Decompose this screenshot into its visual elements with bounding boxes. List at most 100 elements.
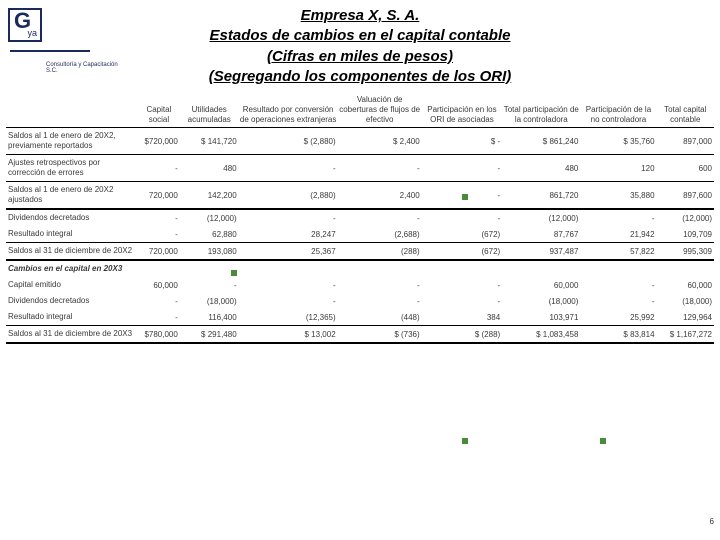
section-label: Cambios en el capital en 20X3 [6, 260, 714, 277]
cell: - [422, 209, 503, 226]
col-header-total-controladora: Total participación de la controladora [502, 93, 580, 128]
cell: $ 861,240 [502, 128, 580, 155]
cell: 897,600 [657, 182, 714, 210]
cell: - [138, 226, 180, 243]
cell: 937,487 [502, 243, 580, 261]
cell: 21,942 [580, 226, 656, 243]
cell: (12,365) [239, 309, 338, 326]
cell: (2,880) [239, 182, 338, 210]
cell: - [580, 293, 656, 309]
annotation-mark-icon [462, 438, 468, 444]
cell: $ 13,002 [239, 326, 338, 344]
logo: G ya Consultoría y Capacitación S.C. [8, 8, 128, 48]
cell: (672) [422, 243, 503, 261]
cell: $ 1,167,272 [657, 326, 714, 344]
cell: 60,000 [502, 277, 580, 293]
cell: $ - [422, 128, 503, 155]
row-label: Saldos al 31 de diciembre de 20X3 [6, 326, 138, 344]
table-row: Saldos al 31 de diciembre de 20X2 720,00… [6, 243, 714, 261]
cell: $ (2,880) [239, 128, 338, 155]
cell: - [580, 209, 656, 226]
cell: - [138, 293, 180, 309]
row-label: Saldos al 1 de enero de 20X2 ajustados [6, 182, 138, 210]
cell: - [138, 155, 180, 182]
cell: 193,080 [180, 243, 239, 261]
cell: 35,880 [580, 182, 656, 210]
cell: 2,400 [338, 182, 422, 210]
cell: 60,000 [657, 277, 714, 293]
col-header-no-controladora: Participación de la no controladora [580, 93, 656, 128]
cell: - [138, 309, 180, 326]
cell: 28,247 [239, 226, 338, 243]
cell: $ 291,480 [180, 326, 239, 344]
cell: (288) [338, 243, 422, 261]
cell: - [422, 293, 503, 309]
cell: 109,709 [657, 226, 714, 243]
table-row: Capital emitido 60,000 - - - - 60,000 - … [6, 277, 714, 293]
page-number: 6 [710, 517, 714, 526]
cell: - [239, 277, 338, 293]
col-header-conversion: Resultado por conversión de operaciones … [239, 93, 338, 128]
cell: 600 [657, 155, 714, 182]
row-label: Resultado integral [6, 309, 138, 326]
cell: $ 35,760 [580, 128, 656, 155]
cell: 62,880 [180, 226, 239, 243]
cell: - [338, 277, 422, 293]
table-row: Dividendos decretados - (18,000) - - - (… [6, 293, 714, 309]
table-row: Resultado integral - 62,880 28,247 (2,68… [6, 226, 714, 243]
cell: 720,000 [138, 243, 180, 261]
col-header-blank [6, 93, 138, 128]
cell: $780,000 [138, 326, 180, 344]
cell: 897,000 [657, 128, 714, 155]
row-label: Dividendos decretados [6, 293, 138, 309]
cell: 25,992 [580, 309, 656, 326]
cell: - [338, 155, 422, 182]
cell: 25,367 [239, 243, 338, 261]
col-header-coberturas: Valuación de coberturas de flujos de efe… [338, 93, 422, 128]
col-header-utilidades: Utilidades acumuladas [180, 93, 239, 128]
col-header-total-capital: Total capital contable [657, 93, 714, 128]
cell: (448) [338, 309, 422, 326]
table-row: Dividendos decretados - (12,000) - - - (… [6, 209, 714, 226]
col-header-ori-asociadas: Participación en los ORI de asociadas [422, 93, 503, 128]
cell: 480 [180, 155, 239, 182]
annotation-mark-icon [600, 438, 606, 444]
cell: (18,000) [180, 293, 239, 309]
cell: 142,200 [180, 182, 239, 210]
cell: $ 141,720 [180, 128, 239, 155]
cell: 87,767 [502, 226, 580, 243]
statement-table: Capital social Utilidades acumuladas Res… [6, 93, 714, 344]
cell: (18,000) [502, 293, 580, 309]
cell: - [422, 277, 503, 293]
cell: - [138, 209, 180, 226]
row-label: Capital emitido [6, 277, 138, 293]
section-row: Cambios en el capital en 20X3 [6, 260, 714, 277]
cell: 60,000 [138, 277, 180, 293]
cell: - [239, 209, 338, 226]
cell: (18,000) [657, 293, 714, 309]
cell: - [422, 155, 503, 182]
table-row: Saldos al 1 de enero de 20X2, previament… [6, 128, 714, 155]
cell: $ 83,814 [580, 326, 656, 344]
row-label: Ajustes retrospectivos por corrección de… [6, 155, 138, 182]
cell: $ 1,083,458 [502, 326, 580, 344]
cell: 120 [580, 155, 656, 182]
cell: $ (736) [338, 326, 422, 344]
cell: 995,309 [657, 243, 714, 261]
cell: $ 2,400 [338, 128, 422, 155]
cell: 861,720 [502, 182, 580, 210]
row-label: Saldos al 31 de diciembre de 20X2 [6, 243, 138, 261]
cell: 720,000 [138, 182, 180, 210]
cell: 116,400 [180, 309, 239, 326]
cell: (12,000) [657, 209, 714, 226]
cell: - [338, 209, 422, 226]
cell: - [338, 293, 422, 309]
cell: (12,000) [180, 209, 239, 226]
annotation-mark-icon [462, 194, 468, 200]
cell: - [239, 155, 338, 182]
table-row: Ajustes retrospectivos por corrección de… [6, 155, 714, 182]
cell: - [180, 277, 239, 293]
row-label: Resultado integral [6, 226, 138, 243]
statement-table-wrap: Capital social Utilidades acumuladas Res… [0, 93, 720, 344]
table-row: Saldos al 1 de enero de 20X2 ajustados 7… [6, 182, 714, 210]
